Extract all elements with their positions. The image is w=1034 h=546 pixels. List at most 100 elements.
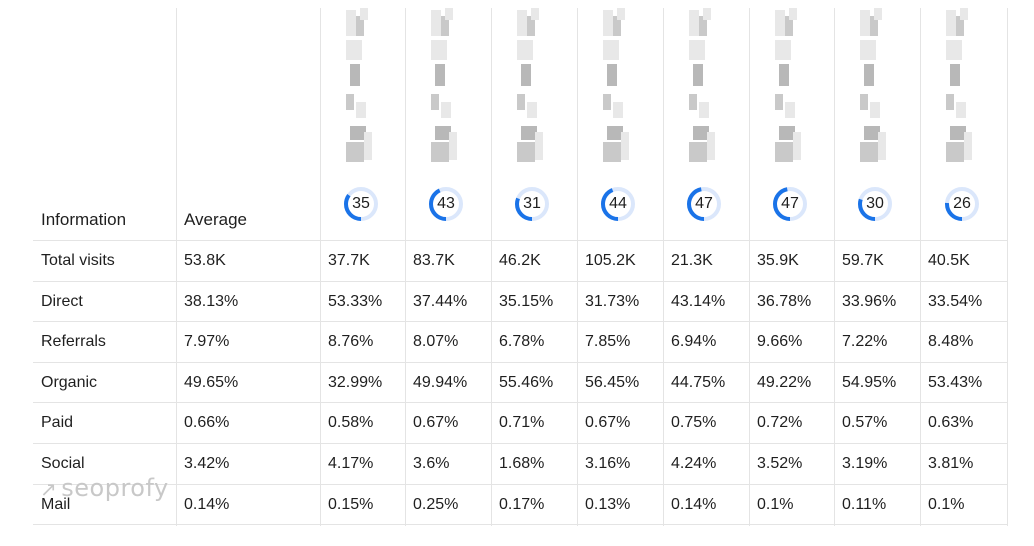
site-value: 44.75% [671,374,726,391]
column-divider [491,8,492,526]
site-value: 43.14% [671,293,726,310]
thumbnail-block [860,40,876,60]
site-value: 33.96% [842,293,897,310]
thumbnail-block [950,64,960,86]
row-divider [33,240,1007,241]
site-value: 0.1% [928,496,965,513]
site-value: 9.66% [757,333,803,350]
site-value: 37.7K [328,252,370,269]
thumbnail-block [864,64,874,86]
thumbnail-block [603,142,621,162]
score-ring: 43 [426,184,466,224]
score-ring: 47 [684,184,724,224]
row-divider [33,281,1007,282]
thumbnail-block [870,16,878,36]
thumbnail-block [946,94,954,110]
site-value: 0.63% [928,414,974,431]
site-value: 0.15% [328,496,374,513]
site-value: 0.13% [585,496,631,513]
row-divider [33,524,1007,525]
site-value: 6.94% [671,333,717,350]
thumbnail-block [946,40,962,60]
score-value: 35 [352,195,370,212]
row-label: Total visits [41,252,115,269]
row-divider [33,362,1007,363]
average-value: 38.13% [184,293,239,310]
site-value: 21.3K [671,252,713,269]
site-value: 3.16% [585,455,631,472]
thumbnail-block [517,10,527,36]
site-value: 46.2K [499,252,541,269]
site-value: 55.46% [499,374,554,391]
site-value: 36.78% [757,293,812,310]
average-value: 7.97% [184,333,230,350]
column-divider [405,8,406,526]
site-value: 0.58% [328,414,374,431]
site-value: 0.14% [671,496,717,513]
thumbnail-block [607,64,617,86]
thumbnail-block [613,102,623,118]
score-ring: 44 [598,184,638,224]
site-value: 49.22% [757,374,812,391]
average-header: Average [184,210,248,229]
site-value: 83.7K [413,252,455,269]
site-value: 4.17% [328,455,374,472]
site-value: 32.99% [328,374,383,391]
site-value: 35.15% [499,293,554,310]
thumbnail-block [689,10,699,36]
site-value: 0.71% [499,414,545,431]
thumbnail-block [860,142,878,162]
site-value: 0.57% [842,414,888,431]
row-label: Social [41,455,85,472]
thumbnail-block [431,40,447,60]
column-divider [749,8,750,526]
site-value: 35.9K [757,252,799,269]
thumbnail-block [445,8,453,20]
column-divider [320,8,321,526]
information-header: Information [41,210,127,229]
thumbnail-block [864,126,880,140]
thumbnail-block [703,8,711,20]
row-divider [33,321,1007,322]
site-value: 0.17% [499,496,545,513]
site-thumbnail [946,4,976,164]
site-value: 3.19% [842,455,888,472]
score-ring: 30 [855,184,895,224]
column-divider [1007,8,1008,526]
thumbnail-block [775,142,793,162]
column-divider [577,8,578,526]
thumbnail-block [779,64,789,86]
thumbnail-block [449,132,457,160]
thumbnail-block [603,40,619,60]
thumbnail-block [785,16,793,36]
thumbnail-block [689,142,707,162]
score-value: 43 [437,195,455,212]
score-value: 30 [866,195,884,212]
score-ring: 35 [341,184,381,224]
thumbnail-block [870,102,880,118]
thumbnail-block [517,142,535,162]
thumbnail-block [956,16,964,36]
row-label: Paid [41,414,74,431]
thumbnail-block [693,64,703,86]
site-value: 7.22% [842,333,888,350]
thumbnail-block [517,40,533,60]
thumbnail-block [689,94,697,110]
thumbnail-block [356,102,366,118]
column-divider [176,8,177,526]
comparison-table: Information Average 35 43 31 44 47 47 30 26 Tota… [33,0,1008,530]
site-thumbnail [517,4,547,164]
thumbnail-block [793,132,801,160]
thumbnail-block [603,94,611,110]
thumbnail-block [521,126,537,140]
column-divider [834,8,835,526]
thumbnail-block [346,142,364,162]
thumbnail-block [441,16,449,36]
site-value: 37.44% [413,293,468,310]
site-thumbnail [431,4,461,164]
column-divider [920,8,921,526]
row-label: Mail [41,496,71,513]
site-value: 4.24% [671,455,717,472]
site-value: 8.48% [928,333,974,350]
site-value: 3.52% [757,455,803,472]
